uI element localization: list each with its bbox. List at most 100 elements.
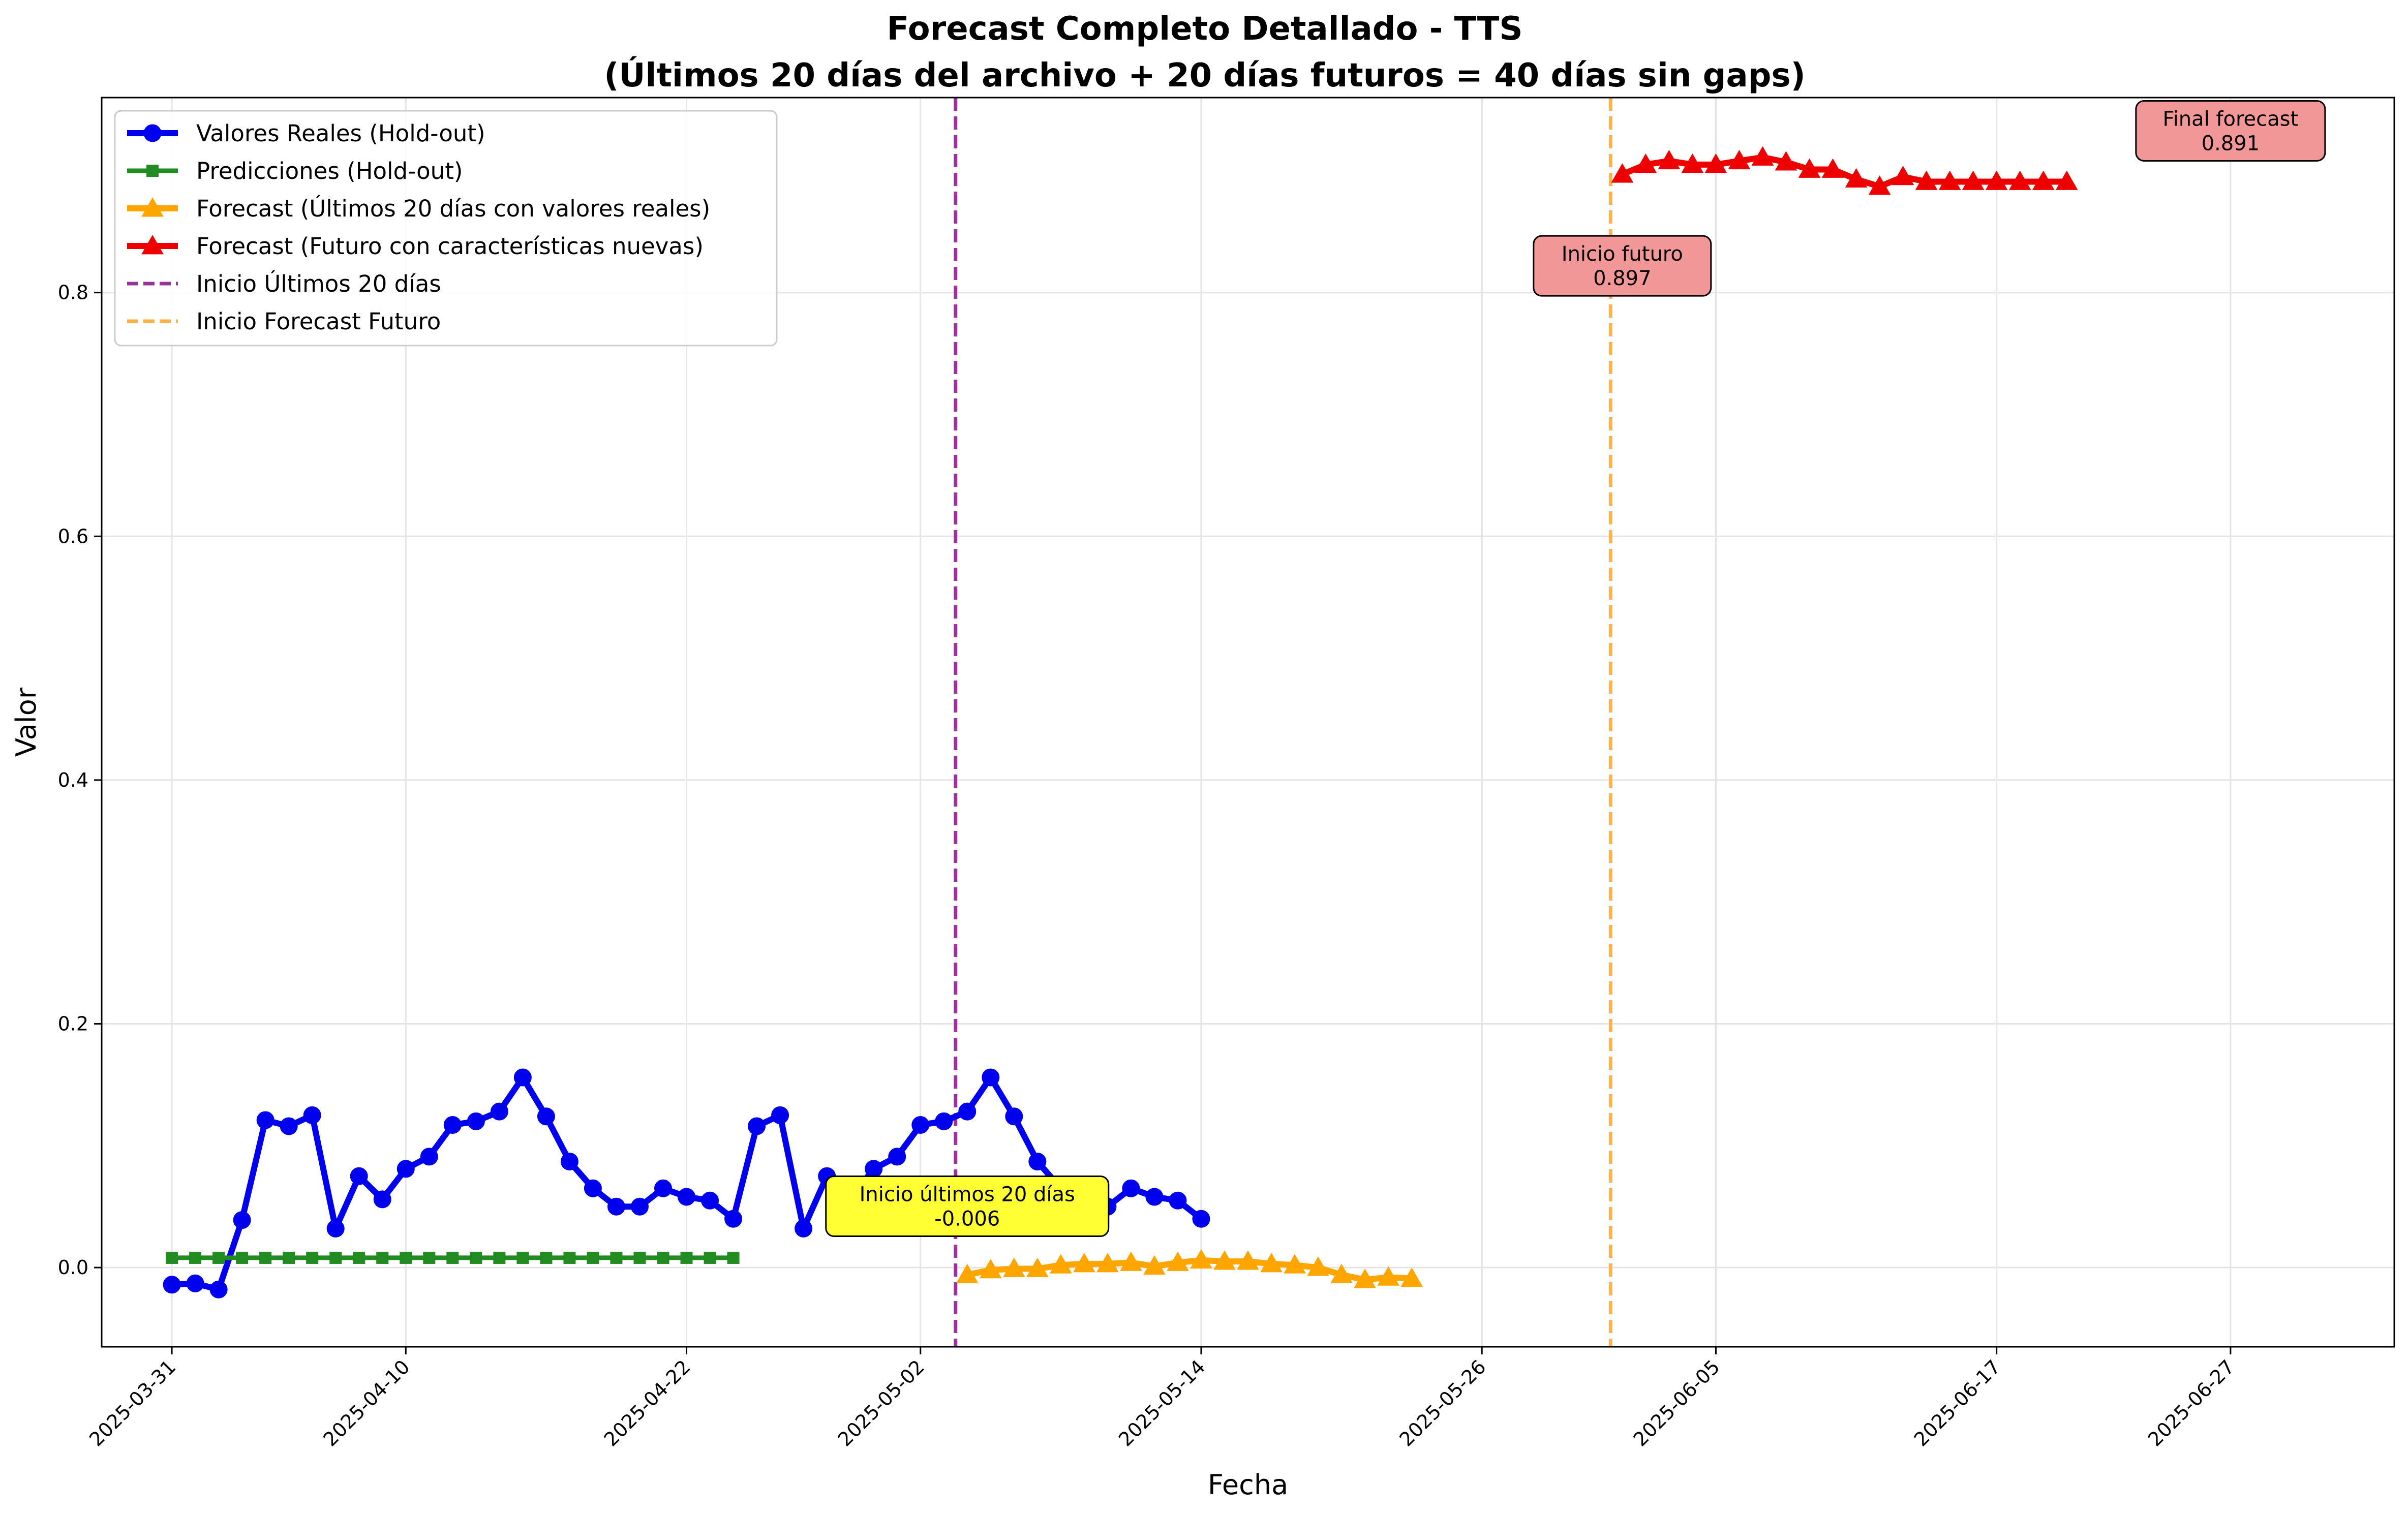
real-values-point — [935, 1112, 953, 1130]
annotation-label: Inicio futuro — [1562, 242, 1683, 266]
chart-subtitle: (Últimos 20 días del archivo + 20 días f… — [604, 56, 1806, 95]
predictions-point — [680, 1251, 693, 1264]
forecast-last-20-point — [1026, 1257, 1049, 1277]
plot-frame — [101, 97, 2395, 1348]
real-values-point — [420, 1148, 438, 1166]
legend-entry: Forecast (Futuro con características nue… — [196, 233, 704, 260]
real-values-point — [630, 1197, 649, 1216]
forecast-last-20-point — [979, 1259, 1002, 1279]
predictions-point — [704, 1251, 716, 1264]
real-values-point — [1145, 1188, 1164, 1206]
real-values-point — [1169, 1191, 1187, 1210]
annotations-group: Inicio últimos 20 días-0.006 Inicio futur… — [825, 100, 2326, 1238]
forecast-future-point — [1634, 153, 1657, 173]
forecast-last-20-point — [956, 1263, 979, 1283]
forecast-future-point — [1728, 149, 1751, 170]
real-values-point — [654, 1179, 672, 1197]
predictions-point — [657, 1251, 669, 1264]
legend-marker — [141, 197, 164, 217]
real-values-point — [911, 1116, 930, 1134]
real-values-point — [1028, 1152, 1047, 1170]
predictions-point — [540, 1251, 553, 1264]
real-values-point — [748, 1117, 766, 1135]
annotation-box — [825, 1176, 1110, 1238]
y-tick-label: 0.6 — [58, 525, 88, 547]
real-values-point — [982, 1068, 1000, 1087]
forecast-last-20-point — [1049, 1254, 1072, 1274]
forecast-future-point — [1938, 170, 1961, 190]
real-values-point — [490, 1102, 508, 1121]
predictions-point — [610, 1251, 623, 1264]
legend: Valores Reales (Hold-out) Predicciones (H… — [114, 110, 778, 347]
real-values-point — [280, 1117, 298, 1135]
legend-frame — [114, 110, 778, 347]
predictions-point — [400, 1251, 412, 1264]
real-values-point — [513, 1068, 532, 1087]
real-values-point — [397, 1160, 415, 1178]
annotation-value: 0.891 — [2202, 132, 2260, 155]
real-values-point — [1005, 1107, 1023, 1126]
forecast-last-20-point — [1190, 1249, 1212, 1269]
forecast-future-point — [1985, 170, 2008, 190]
legend-marker — [141, 235, 164, 255]
forecast-last-20-point — [1307, 1256, 1329, 1276]
predictions-point — [563, 1251, 576, 1264]
real-values-point — [373, 1190, 391, 1209]
forecast-future-point — [1775, 151, 1797, 171]
forecast-future-point — [1821, 158, 1844, 178]
real-values-point — [256, 1111, 275, 1129]
real-values-point — [1122, 1179, 1140, 1197]
real-values-point — [560, 1152, 578, 1170]
annotation-value: -0.006 — [934, 1208, 1000, 1231]
forecast-last-20-point — [1330, 1263, 1353, 1283]
real-values-point — [163, 1276, 181, 1294]
predictions-point — [633, 1251, 646, 1264]
real-values-point — [724, 1210, 743, 1228]
real-values-point — [678, 1188, 696, 1206]
forecast-future-point — [1868, 175, 1891, 195]
legend-entry: Valores Reales (Hold-out) — [196, 120, 485, 147]
forecast-last-20-point — [1096, 1253, 1119, 1273]
predictions-point — [236, 1251, 249, 1264]
legend-marker — [146, 165, 159, 177]
real-values-point — [771, 1106, 789, 1124]
predictions-point — [259, 1251, 272, 1264]
real-values-point — [350, 1167, 368, 1185]
real-values-point — [607, 1197, 625, 1216]
real-values-point — [443, 1116, 462, 1134]
legend-entry: Inicio Últimos 20 días — [196, 270, 441, 297]
legend-marker — [143, 124, 162, 142]
forecast-future-point — [1892, 166, 1914, 185]
real-values-point — [326, 1219, 345, 1238]
real-values-point — [795, 1219, 813, 1238]
predictions-point — [446, 1251, 459, 1264]
chart-title: Forecast Completo Detallado - TTS — [887, 10, 1523, 48]
real-values-point — [233, 1211, 251, 1229]
predictions-point — [423, 1251, 436, 1264]
forecast-last-20-point — [1120, 1251, 1142, 1271]
forecast-last-20-point — [1260, 1253, 1283, 1273]
forecast-future-point — [1915, 170, 1938, 190]
real-values-point — [303, 1106, 321, 1124]
annotation-label: Final forecast — [2163, 107, 2299, 131]
annotation-box — [2135, 100, 2326, 162]
forecast-last-20-point — [1400, 1267, 1423, 1287]
predictions-point — [493, 1251, 506, 1264]
forecast-future-point — [2032, 170, 2055, 190]
real-values-point — [467, 1112, 485, 1130]
forecast-last-20-point — [1073, 1253, 1095, 1273]
forecast-future-point — [1751, 146, 1774, 166]
y-axis-ticks: 0.0 0.2 0.4 0.6 0.8 — [58, 282, 102, 1279]
predictions-point — [587, 1251, 599, 1264]
forecast-last-20-point — [1002, 1257, 1025, 1277]
predictions-point — [376, 1251, 389, 1264]
real-values-point — [186, 1274, 204, 1292]
annotation-label: Inicio últimos 20 días — [860, 1183, 1075, 1207]
real-values-point — [701, 1191, 719, 1210]
forecast-last-20-point — [1354, 1269, 1376, 1288]
forecast-future-point — [1845, 168, 1868, 188]
forecast-future-point — [1658, 149, 1681, 170]
predictions-point — [727, 1251, 740, 1264]
